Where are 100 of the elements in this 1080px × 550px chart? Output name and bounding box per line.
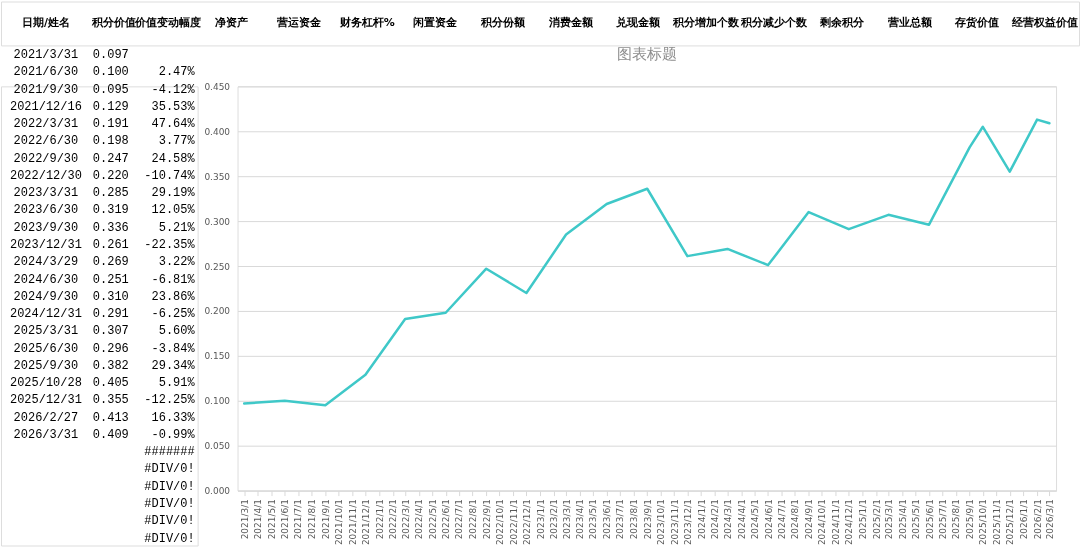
x-tick-label: 2024/10/1 bbox=[817, 499, 828, 546]
text: 2025/3/31 0.307 5.60% bbox=[13, 324, 195, 339]
x-tick-label: 2024/8/1 bbox=[790, 499, 801, 540]
x-tick-label: 2024/12/1 bbox=[844, 499, 855, 546]
text: 2021/9/30 0.095 -4.12% bbox=[13, 82, 195, 97]
x-tick-label: 2023/8/1 bbox=[629, 499, 640, 540]
x-tick-label: 2024/3/1 bbox=[723, 499, 733, 540]
text: 2026/2/27 0.413 16.33% bbox=[13, 410, 195, 425]
x-tick-label: 2025/11/1 bbox=[992, 499, 1002, 546]
x-tick-label: 2023/6/1 bbox=[602, 499, 613, 540]
x-tick-label: 2022/2/1 bbox=[388, 499, 399, 540]
text: 2022/6/30 0.198 3.77% bbox=[13, 134, 195, 149]
text: 2024/3/29 0.269 3.22% bbox=[13, 255, 195, 270]
x-tick-label: 2025/9/1 bbox=[965, 499, 976, 540]
text: 2022/3/31 0.191 47.64% bbox=[13, 117, 195, 132]
x-tick-label: 2024/11/1 bbox=[831, 499, 842, 546]
x-tick-label: 2023/2/1 bbox=[549, 499, 560, 540]
x-tick-label: 2024/4/1 bbox=[736, 499, 747, 540]
y-tick-label: 0.150 bbox=[204, 351, 231, 362]
text: #DIV/0! bbox=[144, 497, 195, 512]
text: 2021/12/16 0.129 35.53% bbox=[10, 99, 195, 114]
x-tick-label: 2022/11/1 bbox=[508, 499, 519, 546]
x-tick-label: 2023/12/1 bbox=[682, 499, 693, 546]
x-tick-label: 2025/4/1 bbox=[897, 499, 908, 540]
x-tick-label: 2024/6/1 bbox=[763, 499, 774, 540]
x-tick-label: 2022/7/1 bbox=[454, 499, 465, 540]
text: 2024/9/30 0.310 23.86% bbox=[13, 289, 195, 304]
x-tick-label: 2025/10/1 bbox=[978, 499, 989, 546]
y-tick-label: 0.300 bbox=[204, 216, 231, 227]
x-tick-label: 2022/6/1 bbox=[441, 499, 452, 540]
text: 2024/6/30 0.251 -6.81% bbox=[13, 272, 195, 287]
x-tick-label: 2021/3/1 bbox=[239, 499, 250, 540]
text: #DIV/0! bbox=[144, 514, 195, 529]
x-tick-label: 2023/1/1 bbox=[535, 499, 546, 540]
y-tick-label: 0.450 bbox=[204, 81, 231, 92]
x-tick-label: 2022/9/1 bbox=[481, 499, 492, 540]
text: 2023/12/31 0.261 -22.35% bbox=[10, 238, 195, 252]
x-tick-label: 2025/5/1 bbox=[910, 499, 921, 540]
x-tick-label: 2022/8/1 bbox=[468, 499, 479, 540]
x-tick-label: 2023/5/1 bbox=[588, 499, 599, 540]
text: 2025/9/30 0.382 29.34% bbox=[13, 358, 195, 373]
x-tick-label: 2022/3/1 bbox=[400, 499, 411, 540]
text: #DIV/0! bbox=[144, 462, 195, 477]
y-tick-label: 0.350 bbox=[204, 171, 231, 182]
x-tick-label: 2023/3/1 bbox=[561, 499, 572, 540]
line-series bbox=[242, 118, 1051, 407]
x-tick-label: 2021/6/1 bbox=[280, 499, 291, 540]
x-tick-label: 2025/2/1 bbox=[871, 499, 882, 540]
text: 2025/10/28 0.405 5.91% bbox=[10, 376, 195, 391]
x-tick-label: 2022/10/1 bbox=[495, 499, 505, 546]
text: 2025/12/31 0.355 -12.25% bbox=[10, 393, 195, 408]
x-tick-label: 2025/12/1 bbox=[1005, 499, 1016, 546]
x-tick-label: 2024/5/1 bbox=[749, 499, 760, 540]
x-tick-label: 2022/5/1 bbox=[427, 499, 438, 540]
text: 日期/姓名 积分价值价值变动幅度 净资产 营运资金 财务杠杆% 闲置资金 积分份额 消费金额 兑现金额 积分增加个数 积分减少个数 剩余积分 营业总额 存货价值 经营权益价值 bbox=[21, 16, 1079, 30]
x-tick-label: 2026/1/1 bbox=[1018, 499, 1029, 540]
y-tick-label: 0.000 bbox=[204, 486, 231, 497]
x-tick-label: 2021/7/1 bbox=[293, 499, 304, 540]
x-tick-label: 2025/7/1 bbox=[937, 499, 948, 540]
x-tick-label: 2023/9/1 bbox=[642, 499, 653, 540]
text: 2025/6/30 0.296 -3.84% bbox=[13, 341, 195, 356]
text: 2024/12/31 0.291 -6.25% bbox=[10, 307, 195, 322]
x-tick-label: 2021/8/1 bbox=[307, 499, 318, 540]
x-tick-label: 2024/1/1 bbox=[696, 499, 707, 540]
x-tick-label: 2022/1/1 bbox=[374, 499, 385, 540]
x-tick-label: 2023/7/1 bbox=[615, 499, 626, 540]
x-tick-label: 2023/4/1 bbox=[575, 499, 586, 540]
text: 2023/9/30 0.336 5.21% bbox=[13, 220, 195, 235]
text: ####### bbox=[144, 445, 195, 460]
text: #DIV/0! bbox=[144, 479, 195, 494]
x-tick-label: 2021/12/1 bbox=[360, 499, 371, 546]
text: 2026/3/31 0.409 -0.99% bbox=[13, 427, 195, 442]
x-tick-label: 2024/9/1 bbox=[804, 499, 815, 540]
y-tick-label: 0.250 bbox=[204, 261, 231, 272]
y-tick-label: 0.200 bbox=[204, 306, 231, 317]
y-tick-label: 0.400 bbox=[204, 126, 231, 137]
x-tick-label: 2024/7/1 bbox=[776, 499, 787, 540]
text: 2022/12/30 0.220 -10.74% bbox=[10, 168, 195, 183]
x-tick-label: 2021/9/1 bbox=[320, 499, 331, 540]
x-tick-label: 2024/2/1 bbox=[710, 499, 721, 540]
text: 2023/6/30 0.319 12.05% bbox=[13, 203, 195, 218]
x-tick-label: 2022/4/1 bbox=[414, 499, 425, 540]
x-tick-label: 2023/10/1 bbox=[655, 499, 666, 546]
x-tick-label: 2021/4/1 bbox=[253, 499, 264, 540]
text: 2021/3/31 0.097 bbox=[13, 48, 129, 63]
x-tick-label: 2025/8/1 bbox=[951, 499, 962, 540]
y-tick-label: 0.050 bbox=[204, 441, 231, 452]
x-tick-label: 2022/12/1 bbox=[521, 499, 532, 546]
x-tick-label: 2026/3/1 bbox=[1044, 499, 1055, 540]
x-tick-label: 2025/3/1 bbox=[883, 499, 894, 540]
x-tick-label: 2023/11/1 bbox=[669, 499, 680, 546]
x-tick-label: 2021/5/1 bbox=[266, 499, 277, 540]
x-tick-label: 2025/6/1 bbox=[924, 499, 935, 540]
text: 2021/6/30 0.100 2.47% bbox=[13, 65, 195, 80]
x-tick-label: 2026/2/1 bbox=[1032, 499, 1043, 540]
text: #DIV/0! bbox=[144, 531, 195, 546]
x-tick-label: 2025/1/1 bbox=[857, 499, 868, 540]
chart-title: 图表标题 bbox=[616, 45, 677, 64]
y-tick-label: 0.100 bbox=[204, 396, 231, 407]
x-tick-label: 2021/10/1 bbox=[334, 499, 345, 546]
